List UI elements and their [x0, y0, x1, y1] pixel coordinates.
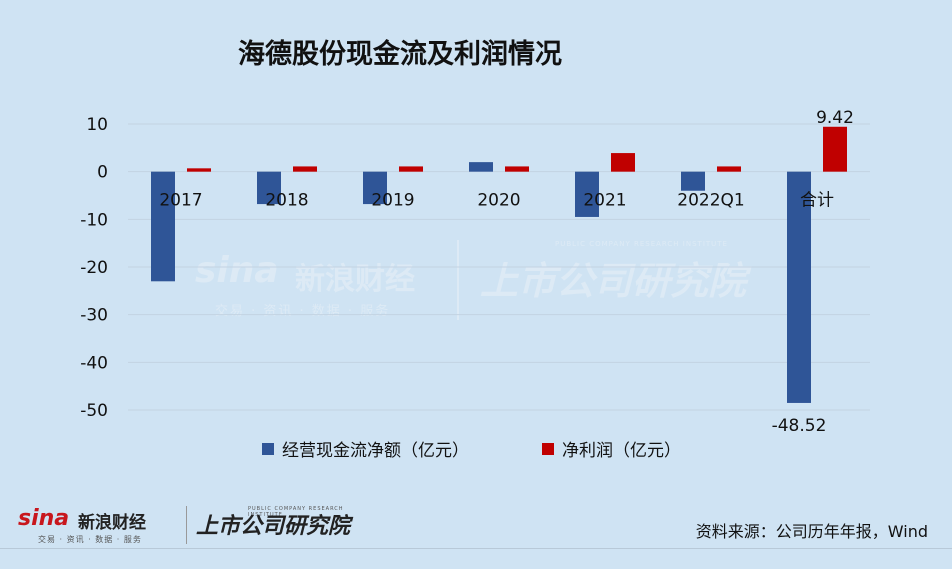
x-tick-label: 合计	[800, 191, 834, 211]
bar-cash-flow-5	[681, 171, 705, 191]
legend-swatch-cash-flow	[262, 442, 274, 455]
footer-divider	[186, 506, 187, 544]
y-tick-label: -50	[80, 401, 108, 421]
x-tick-label: 2021	[583, 191, 626, 211]
bar-net-profit-1	[293, 166, 317, 172]
bar-cash-flow-6	[787, 171, 811, 403]
source-note: 资料来源：公司历年年报，Wind	[695, 522, 928, 541]
bar-cash-flow-0	[151, 171, 175, 282]
x-tick-label: 2020	[477, 191, 520, 211]
bar-cash-flow-3	[469, 162, 493, 172]
footer-institute-en: PUBLIC COMPANY RESEARCH INSTITUTE	[248, 506, 344, 518]
footer-sina-logo: sina	[18, 506, 70, 531]
bar-net-profit-5	[717, 166, 741, 172]
y-tick-label: -30	[80, 306, 108, 326]
chart-gridlines	[128, 123, 870, 411]
footer-rule	[0, 548, 952, 549]
data-label-total-cash-flow: -48.52	[772, 416, 827, 436]
bar-cash-flow-1	[257, 171, 281, 205]
chart-bars	[151, 126, 847, 403]
x-tick-label: 2019	[371, 191, 414, 211]
bar-net-profit-3	[505, 166, 529, 172]
legend-label-net-profit: 净利润（亿元）	[562, 441, 681, 461]
bar-net-profit-0	[187, 168, 211, 172]
footer-brand: 新浪财经	[78, 513, 146, 533]
bar-net-profit-4	[611, 153, 635, 172]
x-tick-label: 2022Q1	[677, 191, 744, 211]
legend-label-cash-flow: 经营现金流净额（亿元）	[282, 441, 469, 461]
chart-title: 海德股份现金流及利润情况	[238, 39, 562, 70]
y-axis-ticks: 10 0 -10 -20 -30 -40 -50	[80, 115, 108, 421]
legend-item-net-profit: 净利润（亿元）	[542, 436, 681, 461]
x-tick-label: 2017	[159, 191, 202, 211]
bar-cash-flow-4	[575, 171, 599, 217]
x-tick-label: 2018	[265, 191, 308, 211]
footer-tags: 交易 · 资讯 · 数据 · 服务	[38, 535, 142, 544]
y-tick-label: -40	[80, 353, 108, 373]
y-tick-label: -10	[80, 210, 108, 230]
bar-cash-flow-2	[363, 171, 387, 205]
data-label-total-net-profit: 9.42	[816, 108, 854, 128]
y-tick-label: 10	[86, 115, 108, 135]
x-axis-ticks: 2017 2018 2019 2020 2021 2022Q1 合计	[159, 191, 834, 211]
legend-swatch-net-profit	[542, 442, 554, 455]
bar-net-profit-2	[399, 166, 423, 172]
y-tick-label: -20	[80, 258, 108, 278]
footer-institute: 上市公司研究院	[196, 514, 351, 539]
data-labels: -48.52 9.42	[772, 108, 854, 436]
y-tick-label: 0	[97, 163, 108, 183]
bar-net-profit-6	[823, 126, 847, 172]
footer-logo: sina 新浪财经 交易 · 资讯 · 数据 · 服务 PUBLIC COMPA…	[18, 506, 378, 550]
legend-item-cash-flow: 经营现金流净额（亿元）	[262, 436, 469, 461]
chart-legend: 经营现金流净额（亿元） 净利润（亿元）	[0, 436, 952, 461]
